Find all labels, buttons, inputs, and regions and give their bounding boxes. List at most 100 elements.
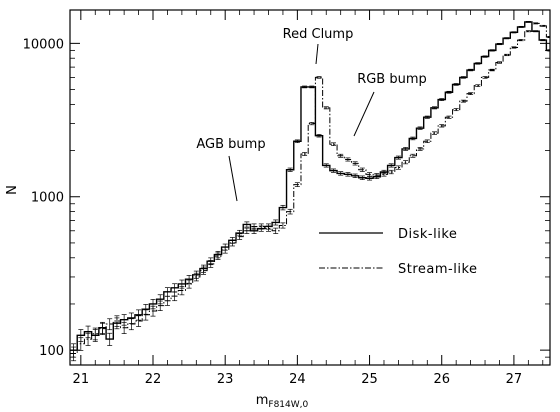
error-bar [439, 98, 445, 101]
error-bar [280, 204, 286, 211]
series-stream-like [70, 22, 550, 362]
error-bar [316, 134, 322, 138]
error-bar [424, 115, 430, 119]
series-line [70, 21, 550, 351]
annotation-arrow [353, 91, 375, 137]
error-bar [446, 115, 452, 119]
error-bar [460, 99, 466, 103]
error-bar [475, 62, 481, 65]
error-bar [302, 152, 308, 156]
error-bar [388, 169, 394, 175]
axes: 21 22 23 24 25 26 27 100 1000 10000 [23, 10, 550, 387]
error-bar [432, 106, 438, 110]
error-bar [359, 175, 365, 180]
error-bar [244, 227, 250, 234]
error-bar [323, 106, 329, 110]
error-bar [338, 171, 344, 176]
error-bar [237, 233, 243, 240]
error-bar [533, 22, 539, 25]
annotation: RGB bump [353, 72, 427, 137]
error-bar [518, 39, 524, 42]
error-bar [280, 222, 286, 229]
annotation: Red Clump [283, 27, 353, 65]
error-bar [114, 315, 120, 327]
error-bar [92, 327, 98, 341]
error-bar [302, 85, 308, 89]
error-bar [540, 24, 546, 27]
x-tick-label: 25 [361, 372, 378, 387]
error-bar [330, 142, 336, 147]
legend-entry: Disk-like [319, 227, 457, 242]
legend: Disk-like Stream-like [319, 227, 477, 277]
plot-area [70, 20, 550, 362]
annotations: Red Clump RGB bump AGB bump [196, 27, 427, 202]
error-bar [150, 305, 156, 317]
error-bar [475, 84, 481, 87]
error-bar [460, 76, 466, 79]
error-bar [424, 139, 430, 144]
plot-frame [69, 9, 551, 366]
error-bar [352, 173, 358, 178]
error-bar [71, 346, 77, 362]
error-bar [287, 167, 293, 172]
annotation: AGB bump [196, 137, 266, 202]
error-bar [453, 83, 459, 86]
legend-label: Disk-like [398, 227, 457, 242]
error-bar [128, 318, 134, 331]
error-bar [287, 208, 293, 215]
error-bar [388, 163, 394, 168]
error-bar [511, 31, 517, 34]
x-tick-label: 22 [145, 372, 162, 387]
error-bar [157, 300, 163, 311]
error-bar [186, 279, 192, 289]
error-bar [496, 61, 502, 64]
error-bar [403, 147, 409, 151]
error-bar [107, 318, 113, 331]
error-bar [294, 182, 300, 187]
error-bar [468, 68, 474, 72]
error-bar [525, 20, 531, 23]
error-bar [136, 315, 142, 327]
error-bar [453, 108, 459, 112]
series-line [70, 22, 550, 355]
error-bar [518, 25, 524, 28]
error-bar [323, 163, 329, 168]
x-axis-label: mF814W,0 [256, 393, 309, 410]
error-bar [482, 55, 488, 58]
error-bar [533, 30, 539, 33]
error-bar [439, 124, 445, 128]
annotation-arrow [228, 155, 238, 202]
x-tick-label: 24 [289, 372, 306, 387]
x-tick-label: 23 [217, 372, 234, 387]
error-bar [143, 309, 149, 321]
error-bar [504, 53, 510, 57]
error-bar [251, 223, 257, 230]
error-bar [446, 90, 452, 94]
y-tick-label: 1000 [31, 191, 64, 206]
error-bar [316, 76, 322, 79]
error-bar [78, 337, 84, 351]
error-bar [345, 172, 351, 177]
legend-entry: Stream-like [319, 262, 477, 277]
error-bar [294, 139, 300, 144]
x-axis-label-main: m [256, 393, 269, 408]
error-bar [511, 46, 517, 49]
series-disk-like [70, 20, 550, 358]
error-bar [525, 30, 531, 33]
error-bar [468, 92, 474, 95]
error-bar [504, 37, 510, 40]
error-bar [547, 49, 550, 52]
error-bar [330, 168, 336, 173]
error-bar [222, 246, 228, 254]
error-bar [345, 157, 351, 162]
error-bar [381, 172, 387, 177]
error-bar [258, 223, 264, 230]
error-bar [489, 49, 495, 52]
y-axis-label: N [5, 185, 20, 195]
x-tick-label: 26 [433, 372, 450, 387]
error-bar [309, 85, 315, 89]
error-bar [193, 272, 199, 282]
error-bar [410, 153, 416, 158]
error-bar [403, 160, 409, 165]
error-bar [417, 126, 423, 130]
